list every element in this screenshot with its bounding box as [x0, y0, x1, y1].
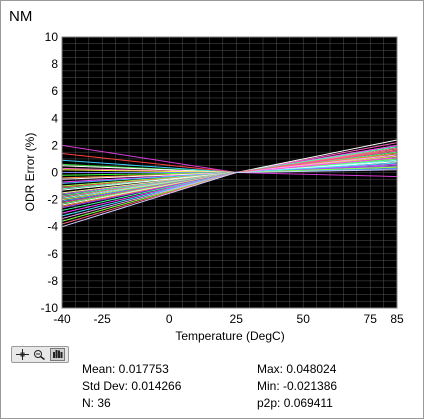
y-tick-label: 6: [51, 84, 58, 98]
x-tick-label: 0: [166, 312, 173, 326]
y-tick-label: 10: [45, 30, 59, 44]
stat-min: Min: -0.021386: [257, 379, 338, 393]
pan-hand-icon: [52, 350, 63, 358]
x-tick-label: 25: [230, 312, 244, 326]
y-tick-label: -2: [47, 193, 58, 207]
stat-std-dev: Std Dev: 0.014266: [82, 379, 182, 393]
x-tick-label: -40: [53, 312, 71, 326]
stat-mean: Mean: 0.017753: [82, 362, 169, 376]
plot-border: [61, 36, 398, 309]
x-tick-label: 85: [390, 312, 404, 326]
y-tick-labels: 10 8 6 4 2 0 -2 -4 -6 -8 -10: [41, 30, 59, 315]
y-tick-label: 2: [51, 138, 58, 152]
series-line-36: [61, 169, 398, 228]
y-tick-label: 4: [51, 111, 58, 125]
y-tick-label: -4: [47, 220, 58, 234]
cursor-move-tool[interactable]: [15, 348, 30, 361]
zoom-tool[interactable]: [32, 348, 47, 361]
x-tick-label: 50: [297, 312, 311, 326]
series-group: [61, 139, 398, 228]
pan-tool[interactable]: [49, 348, 65, 361]
x-tick-label: -25: [94, 312, 112, 326]
graph-palette: [11, 346, 69, 363]
x-tick-labels: -40 -25 0 25 50 75 85: [53, 312, 404, 326]
y-tick-label: 0: [51, 166, 58, 180]
y-tick-label: -10: [41, 301, 59, 315]
x-axis-label: Temperature (DegC): [175, 329, 284, 343]
cursor-move-icon: [16, 349, 30, 360]
zoom-icon: [34, 350, 46, 360]
y-tick-label: -8: [47, 274, 58, 288]
panel-title: NM: [9, 8, 33, 25]
y-tick-label: 8: [51, 57, 58, 71]
stat-p2p: p2p: 0.069411: [257, 396, 333, 410]
stat-n: N: 36: [82, 396, 111, 410]
x-tick-label: 75: [364, 312, 378, 326]
stat-max: Max: 0.048024: [257, 362, 337, 376]
y-axis-label: ODR Error (%): [23, 133, 37, 212]
y-tick-label: -6: [47, 247, 58, 261]
